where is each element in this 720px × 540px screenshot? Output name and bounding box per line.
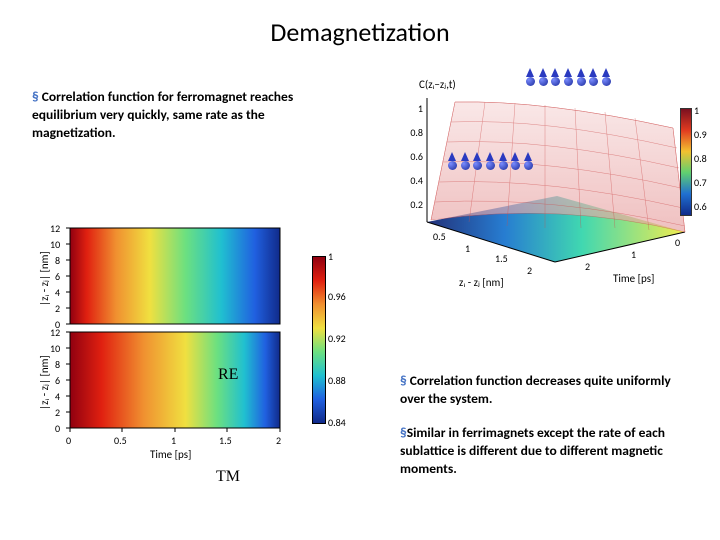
fig3d-svg	[385, 72, 695, 302]
hm-ytick: 0	[55, 422, 60, 435]
heatmap-ylabel-top: |zᵢ - zⱼ| [nm]	[38, 251, 51, 306]
hm-xtick: 0.5	[114, 434, 127, 447]
heatmap-xlabel: Time [ps]	[150, 448, 191, 461]
cbar3d-tick: 0.9	[694, 128, 707, 141]
colorbar-3d	[680, 108, 692, 216]
bullet-square-icon: §	[400, 424, 407, 441]
hm-ytick: 8	[55, 254, 60, 267]
heatmaps-figure: |zᵢ - zⱼ| [nm] |zᵢ - zⱼ| [nm] 12 10 8 6 …	[28, 220, 358, 520]
hm-ytick: 2	[55, 302, 60, 315]
cbar3d-tick: 0.6	[694, 200, 707, 213]
bullet-2: § Correlation function decreases quite u…	[400, 372, 690, 408]
label-TM: TM	[216, 468, 240, 486]
heatmap-ylabel-bottom: |zᵢ - zⱼ| [nm]	[38, 355, 51, 410]
hm-xtick: 1.5	[219, 434, 232, 447]
bullet-square-icon: §	[32, 88, 42, 105]
hm-xtick: 1	[171, 434, 176, 447]
hm-ytick: 4	[55, 390, 60, 403]
bullet-1-text: Correlation function for ferromagnet rea…	[32, 88, 293, 141]
hm-ytick: 12	[50, 222, 60, 235]
fig3d-xr-tick: 2	[585, 260, 590, 273]
hm-ytick: 12	[50, 326, 60, 339]
fig3d-xaxis-right-label: Time [ps]	[613, 272, 654, 285]
hm-ytick: 2	[55, 406, 60, 419]
spins-mid	[448, 152, 533, 175]
fig3d-xl-tick: 1	[465, 242, 470, 255]
cbar2d-tick: 1	[328, 250, 333, 263]
bullet-3-text: Similar in ferrimagnets except the rate …	[400, 424, 665, 477]
hm-ytick: 6	[55, 374, 60, 387]
cbar3d-tick: 1	[694, 104, 699, 117]
cbar2d-tick: 0.88	[328, 374, 346, 387]
fig3d-xl-tick: 0.5	[433, 230, 446, 243]
hm-xtick: 0	[66, 434, 71, 447]
hm-ytick: 6	[55, 270, 60, 283]
fig3d-xaxis-left-label: zᵢ - zⱼ [nm]	[459, 276, 504, 289]
cbar3d-tick: 0.8	[694, 152, 707, 165]
hm-xtick: 2	[276, 434, 281, 447]
fig3d-ytick: 0.6	[401, 150, 423, 163]
figure-3d: C(zᵢ−zⱼ,t)	[385, 72, 705, 302]
fig3d-xl-tick: 2	[527, 264, 532, 277]
fig3d-xr-tick: 1	[631, 248, 636, 261]
fig3d-ytick: 0.2	[401, 198, 423, 211]
fig3d-ytick: 0.4	[401, 174, 423, 187]
bullet-2-text: Correlation function decreases quite uni…	[400, 372, 671, 407]
fig3d-ytick: 1	[401, 102, 423, 115]
label-RE: RE	[218, 366, 238, 384]
cbar2d-tick: 0.92	[328, 332, 346, 345]
colorbar-2d	[312, 256, 326, 424]
bullet-square-icon: §	[400, 372, 410, 389]
cbar3d-tick: 0.7	[694, 176, 707, 189]
fig3d-ytick: 0.8	[401, 126, 423, 139]
hm-ytick: 10	[50, 238, 60, 251]
hm-ytick: 10	[50, 342, 60, 355]
cbar2d-tick: 0.84	[328, 416, 346, 429]
bullet-3: §Similar in ferrimagnets except the rate…	[400, 424, 690, 479]
fig3d-xr-tick: 0	[675, 236, 680, 249]
hm-ytick: 4	[55, 286, 60, 299]
cbar2d-tick: 0.96	[328, 290, 346, 303]
hm-ytick: 8	[55, 358, 60, 371]
fig3d-xl-tick: 1.5	[495, 252, 508, 265]
spins-top	[526, 68, 611, 91]
bullet-1: § Correlation function for ferromagnet r…	[32, 88, 332, 143]
page-title: Demagnetization	[0, 0, 720, 48]
